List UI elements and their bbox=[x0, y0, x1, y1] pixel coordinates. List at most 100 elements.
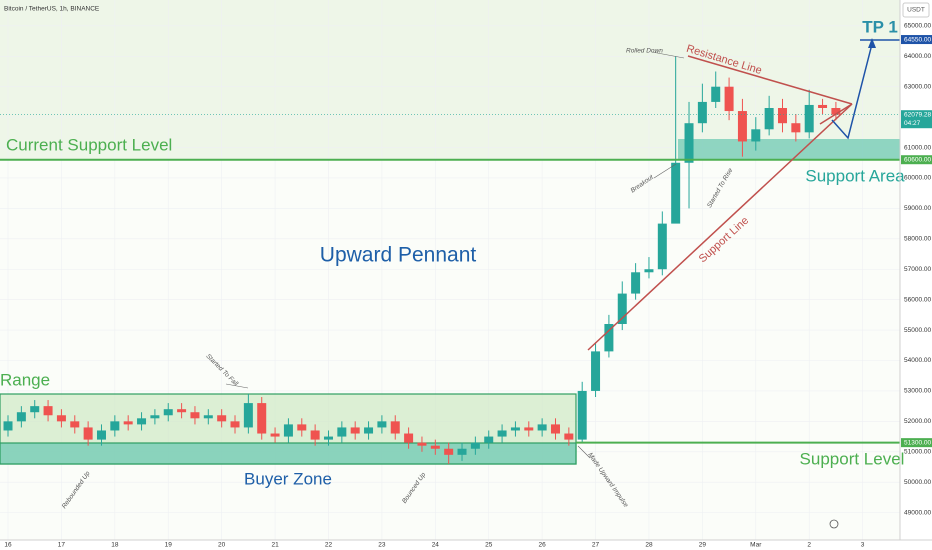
candle-body bbox=[3, 421, 13, 431]
candle-body bbox=[243, 403, 253, 428]
candle-body bbox=[724, 86, 734, 112]
candle-body bbox=[470, 442, 480, 449]
candle-body bbox=[457, 448, 467, 455]
y-tick-label: 55000.00 bbox=[904, 327, 931, 334]
x-tick-label: 23 bbox=[378, 542, 386, 549]
currency: USDT bbox=[907, 7, 925, 14]
candle-body bbox=[417, 442, 427, 446]
y-tick-label: 52000.00 bbox=[904, 418, 931, 425]
candle-body bbox=[510, 427, 520, 431]
candle-body bbox=[430, 445, 440, 449]
support-line bbox=[587, 103, 853, 351]
pointer bbox=[225, 383, 249, 389]
candle-body bbox=[230, 421, 240, 428]
price-tag bbox=[901, 110, 932, 129]
candle-body bbox=[671, 162, 681, 224]
x-tick-label: 26 bbox=[539, 542, 547, 549]
candle-body bbox=[203, 415, 213, 419]
y-tick-label: 57000.00 bbox=[904, 266, 931, 273]
level-label: Current Support Level bbox=[6, 135, 172, 154]
x-tick-label: 28 bbox=[645, 542, 653, 549]
candle-body bbox=[310, 430, 320, 440]
support-area-box bbox=[678, 139, 900, 160]
candle-body bbox=[43, 406, 53, 416]
level-label: Support Level bbox=[800, 449, 905, 468]
y-tick-label: 49000.00 bbox=[904, 509, 931, 516]
zone-label: Range bbox=[0, 370, 50, 389]
candle-body bbox=[217, 415, 227, 422]
candle-body bbox=[56, 415, 66, 422]
x-tick-label: 2 bbox=[807, 542, 811, 549]
pointer bbox=[577, 445, 591, 459]
y-tick-label: 50000.00 bbox=[904, 479, 931, 486]
candle-body bbox=[591, 351, 601, 391]
x-tick-label: 18 bbox=[111, 542, 119, 549]
candle-body bbox=[283, 424, 293, 437]
y-tick-label: 59000.00 bbox=[904, 205, 931, 212]
candle-body bbox=[564, 433, 574, 440]
x-tick-label: 19 bbox=[165, 542, 173, 549]
upper-zone bbox=[0, 0, 900, 160]
candle-body bbox=[657, 223, 667, 270]
price-tag-label: 64550.00 bbox=[904, 36, 931, 43]
triangle-close bbox=[819, 103, 853, 125]
projection-arrow bbox=[831, 43, 873, 140]
price-tag-label: 62079.28 bbox=[904, 111, 931, 118]
candle-body bbox=[83, 427, 93, 440]
candle-body bbox=[177, 409, 187, 413]
candle-body bbox=[684, 123, 694, 163]
candle-body bbox=[697, 101, 707, 124]
candle-body bbox=[190, 412, 200, 419]
y-tick-label: 54000.00 bbox=[904, 357, 931, 364]
x-tick-label: 16 bbox=[4, 542, 12, 549]
x-tick-label: 17 bbox=[58, 542, 66, 549]
countdown: 04:27 bbox=[904, 120, 921, 127]
y-tick-label: 56000.00 bbox=[904, 296, 931, 303]
candle-body bbox=[751, 129, 761, 142]
candle-body bbox=[404, 433, 414, 443]
candle-body bbox=[323, 436, 333, 440]
resistance-line bbox=[687, 55, 853, 105]
price-tag-label: 60600.00 bbox=[904, 156, 931, 163]
candle-body bbox=[804, 104, 814, 133]
candle-body bbox=[764, 108, 774, 130]
candle-body bbox=[831, 108, 841, 115]
currency-box bbox=[902, 2, 930, 18]
candle-body bbox=[577, 390, 587, 440]
x-tick-label: Mar bbox=[750, 542, 762, 549]
candle-body bbox=[604, 324, 614, 352]
y-tick-label: 60000.00 bbox=[904, 175, 931, 182]
tp-label: TP 1 bbox=[862, 17, 898, 36]
candle-body bbox=[110, 421, 120, 431]
settings-icon[interactable] bbox=[829, 519, 839, 529]
x-tick-label: 3 bbox=[861, 542, 865, 549]
candle-body bbox=[270, 433, 280, 437]
candle-body bbox=[297, 424, 307, 431]
pointer bbox=[651, 51, 685, 59]
candle-body bbox=[737, 111, 747, 142]
candle-body bbox=[390, 421, 400, 434]
y-tick-label: 65000.00 bbox=[904, 23, 931, 30]
y-tick-label: 51000.00 bbox=[904, 448, 931, 455]
pointer bbox=[653, 163, 677, 179]
y-tick-label: 63000.00 bbox=[904, 83, 931, 90]
price-tag-label: 51300.00 bbox=[904, 439, 931, 446]
candle-body bbox=[123, 421, 133, 425]
candle-body bbox=[150, 415, 160, 419]
candle-body bbox=[550, 424, 560, 434]
candle-body bbox=[257, 403, 267, 434]
candle-body bbox=[137, 418, 147, 425]
candle-body bbox=[30, 406, 40, 413]
price-tag bbox=[901, 438, 932, 448]
candle-body bbox=[524, 427, 534, 431]
y-tick-label: 61000.00 bbox=[904, 144, 931, 151]
candle-body bbox=[497, 430, 507, 437]
arrow-head bbox=[868, 38, 876, 48]
candle-body bbox=[631, 272, 641, 294]
candle-body bbox=[70, 421, 80, 428]
pattern-label: Upward Pennant bbox=[320, 244, 477, 267]
y-tick-label: 53000.00 bbox=[904, 388, 931, 395]
candle-body bbox=[16, 412, 26, 422]
candle-body bbox=[484, 436, 494, 443]
